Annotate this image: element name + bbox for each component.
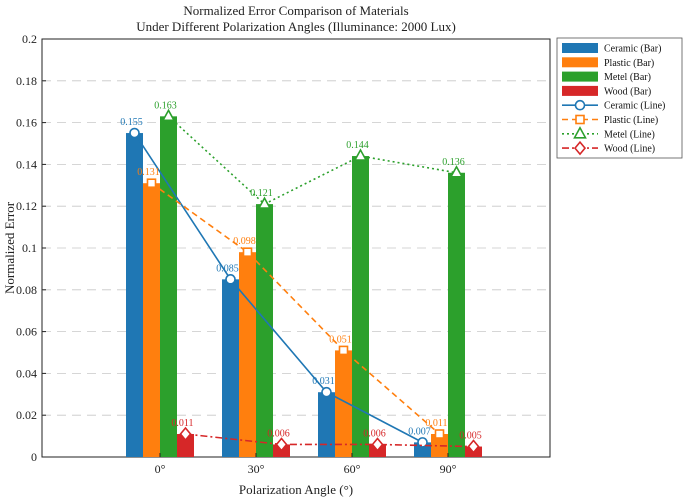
x-tick-label: 0° [155,462,166,476]
data-label-plastic: 0.051 [329,334,352,345]
legend-label: Metel (Bar) [604,72,651,83]
marker-ceramic [225,274,236,285]
marker-plastic [434,429,445,439]
data-label-metel: 0.144 [346,140,369,151]
data-label-wood: 0.006 [363,428,386,439]
legend-label: Plastic (Bar) [604,58,654,69]
data-label-plastic: 0.098 [233,236,256,247]
y-tick-label: 0 [31,450,37,464]
y-tick-label: 0.2 [22,32,37,46]
legend-marker-ceramic [574,99,586,111]
axes: 0 0.02 0.04 0.06 0.08 0.1 0.12 0.14 0.16 0.18 0.2 0… [16,32,457,476]
bar-metel [256,204,273,457]
x-tick-label: 60° [344,462,361,476]
legend-label: Wood (Line) [604,144,655,155]
data-label-ceramic: 0.031 [312,376,335,387]
marker-metel [449,165,464,178]
bar-metel [352,156,369,458]
data-label-wood: 0.005 [459,431,482,442]
y-tick-label: 0.1 [22,241,37,255]
y-tick-label: 0.12 [16,199,37,213]
legend: Ceramic (Bar) Plastic (Bar) Metel (Bar) Woo… [556,37,683,159]
data-label-ceramic: 0.085 [216,263,239,274]
x-axis-label: Polarization Angle (°) [239,482,353,497]
data-labels: 0.155 0.085 0.031 0.007 0.131 0.098 0.051 0.011… [120,100,482,441]
legend-marker-plastic [575,114,585,125]
legend-label: Ceramic (Line) [604,101,665,112]
line-ceramic [133,132,423,444]
bar-plastic [335,350,352,457]
legend-swatch-wood [562,85,598,96]
data-label-ceramic: 0.007 [408,426,431,437]
lines [129,108,480,454]
bar-plastic [239,252,256,457]
marker-plastic [146,178,157,189]
data-label-plastic: 0.011 [425,418,447,429]
line-wood [185,433,474,448]
data-label-ceramic: 0.155 [120,117,143,128]
legend-label: Plastic (Line) [604,115,658,126]
bar-ceramic [222,279,239,457]
data-label-metel: 0.121 [250,188,273,199]
legend-swatch-metel [562,71,598,82]
chart-title-line-1: Normalized Error Comparison of Materials [183,3,408,18]
y-tick-label: 0.18 [16,74,37,88]
bar-plastic [431,434,448,457]
marker-wood [179,426,192,442]
marker-metel [257,196,272,209]
bar-metel [160,116,177,457]
x-tick-label: 90° [440,462,457,476]
data-label-plastic: 0.131 [137,167,160,178]
legend-marker-metel [573,126,587,139]
data-label-wood: 0.006 [267,428,290,439]
x-tick-label: 30° [248,462,265,476]
line-metel [167,115,457,206]
legend-label: Wood (Bar) [604,86,651,97]
marker-wood [467,439,480,454]
legend-swatch-plastic [562,57,598,68]
bar-metel [448,172,465,457]
bar-wood [177,434,194,457]
marker-plastic [338,345,349,356]
chart-title-line-2: Under Different Polarization Angles (Ill… [136,19,456,34]
y-axis-label: Normalized Error [2,201,17,294]
marker-metel [353,148,368,161]
marker-wood [275,437,288,452]
bar-ceramic [318,392,335,457]
legend-label: Ceramic (Bar) [604,44,661,55]
marker-ceramic [129,127,140,139]
legend-swatch-ceramic [562,43,598,53]
bar-ceramic [126,133,143,458]
marker-plastic [242,247,253,257]
bar-plastic [143,183,160,457]
grid [42,80,550,416]
data-label-metel: 0.136 [442,157,465,168]
y-tick-label: 0.02 [16,408,37,422]
y-tick-label: 0.04 [16,366,37,380]
y-tick-label: 0.06 [16,325,37,339]
y-tick-label: 0.08 [16,283,37,297]
marker-ceramic [321,386,332,398]
marker-metel [161,108,176,122]
data-label-wood: 0.011 [171,418,193,429]
data-label-metel: 0.163 [154,100,177,111]
legend-label: Metel (Line) [604,129,655,140]
y-tick-label: 0.14 [16,157,37,171]
y-tick-label: 0.16 [16,116,37,130]
marker-wood [371,437,384,452]
legend-marker-wood [573,140,587,156]
